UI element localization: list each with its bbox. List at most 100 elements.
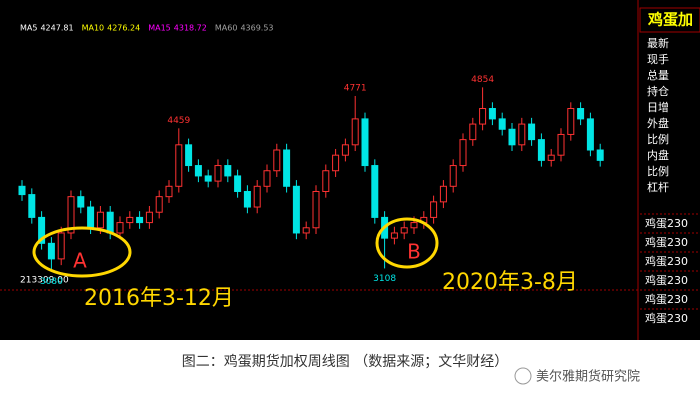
candle-body <box>596 149 604 161</box>
caption: 图二：鸡蛋期货加权周线图 （数据来源；文华财经） <box>182 353 508 370</box>
candle-body <box>18 185 26 196</box>
ma-name: MA15 <box>148 24 171 33</box>
ma-name: MA5 <box>20 24 37 33</box>
candle-body <box>77 196 85 208</box>
highlight-ellipse <box>375 217 439 269</box>
panel-field: 持仓 <box>647 84 669 98</box>
panel-field: 内盘 <box>647 148 669 162</box>
candle-body <box>371 165 379 218</box>
candle-body <box>273 149 281 172</box>
ma-value: 4276.24 <box>107 24 140 33</box>
candle-body <box>341 144 349 156</box>
panel-contract: 鸡蛋230 <box>645 216 688 230</box>
peak-label: 4854 <box>471 75 494 85</box>
candle-body <box>214 165 222 182</box>
annotation: 2016年3-12月 <box>84 286 234 311</box>
plot <box>18 87 604 272</box>
trough-label: 3108 <box>373 274 396 284</box>
candle-body <box>528 123 536 141</box>
candle-body <box>96 211 104 229</box>
candle-body <box>430 201 438 218</box>
candle-body <box>204 175 212 182</box>
candle-body <box>116 222 124 234</box>
candle-body <box>390 232 398 239</box>
candle-body <box>67 196 75 234</box>
candle-body <box>234 175 242 192</box>
candle-body <box>302 227 310 234</box>
candle-body <box>165 185 173 198</box>
candle-body <box>567 108 575 135</box>
candle-body <box>459 139 467 167</box>
candle-body <box>194 165 202 177</box>
peak-label: 4771 <box>344 83 367 93</box>
ma-name: MA60 <box>215 24 238 33</box>
panel-field: 现手 <box>647 52 669 66</box>
candle-body <box>185 144 193 167</box>
ma-name: MA10 <box>82 24 105 33</box>
panel-field: 最新 <box>647 36 669 50</box>
candle-body <box>292 185 300 234</box>
panel-contract: 鸡蛋230 <box>645 311 688 325</box>
panel-title-box <box>639 7 700 33</box>
candle-body <box>498 118 506 130</box>
panel-title: 鸡蛋加 <box>647 11 693 29</box>
panel-field: 比例 <box>647 132 669 146</box>
peak-label: 4459 <box>167 116 190 126</box>
candle-body <box>577 108 585 120</box>
panel-field: 比例 <box>647 164 669 178</box>
candle-body <box>224 165 232 177</box>
side-panel: 最新现手总量持仓日增外盘比例内盘比例杠杆鸡蛋230鸡蛋230鸡蛋230鸡蛋230… <box>640 36 700 325</box>
candle-body <box>47 242 55 260</box>
watermark-icon <box>514 367 532 385</box>
candle-body <box>243 190 251 208</box>
candle-body <box>586 118 594 151</box>
candle-body <box>479 108 487 125</box>
candle-body <box>469 123 477 141</box>
panel-field: 总量 <box>647 68 669 82</box>
candle-body <box>537 139 545 161</box>
candle-body <box>508 128 516 146</box>
trough-label: 3080 <box>40 277 63 287</box>
candle-body <box>57 232 65 260</box>
panel-contract: 鸡蛋230 <box>645 273 688 287</box>
candle-body <box>547 154 555 161</box>
candle-body <box>155 196 163 213</box>
candle-body <box>38 216 46 244</box>
ma-value: 4318.72 <box>174 24 207 33</box>
candle-body <box>488 108 496 120</box>
candle-body <box>518 123 526 146</box>
candle-body <box>361 118 369 167</box>
volume-label: 213309.00 <box>20 276 69 286</box>
candle-body <box>175 144 183 187</box>
candle-body <box>439 185 447 203</box>
panel-contract: 鸡蛋230 <box>645 254 688 268</box>
candle-body <box>136 216 144 224</box>
candle-body <box>312 190 320 229</box>
candle-body <box>253 185 261 208</box>
panel-field: 日增 <box>647 100 669 114</box>
candle-body <box>410 222 418 229</box>
candle-body <box>557 133 565 156</box>
ma-legend: MA5 4247.81 MA10 4276.24 MA15 4318.72 MA60 4369… <box>20 24 274 33</box>
candle-body <box>126 216 134 224</box>
candle-body <box>322 170 330 192</box>
candle-body <box>351 118 359 146</box>
ma-value: 4369.53 <box>240 24 273 33</box>
annotation: A <box>73 249 87 273</box>
highlight-ellipse <box>32 226 132 278</box>
annotation: 2020年3-8月 <box>442 270 578 295</box>
annotation: B <box>407 240 421 264</box>
watermark: 美尔雅期货研究院 <box>536 369 640 385</box>
panel-contract: 鸡蛋230 <box>645 235 688 249</box>
candle-body <box>28 194 36 218</box>
candle-body <box>332 154 340 172</box>
panel-field: 外盘 <box>647 116 669 130</box>
ma-value: 4247.81 <box>40 24 73 33</box>
candle-body <box>400 227 408 234</box>
candle-body <box>263 170 271 187</box>
candle-body <box>145 211 153 224</box>
candle-body <box>87 206 95 229</box>
panel-contract: 鸡蛋230 <box>645 292 688 306</box>
